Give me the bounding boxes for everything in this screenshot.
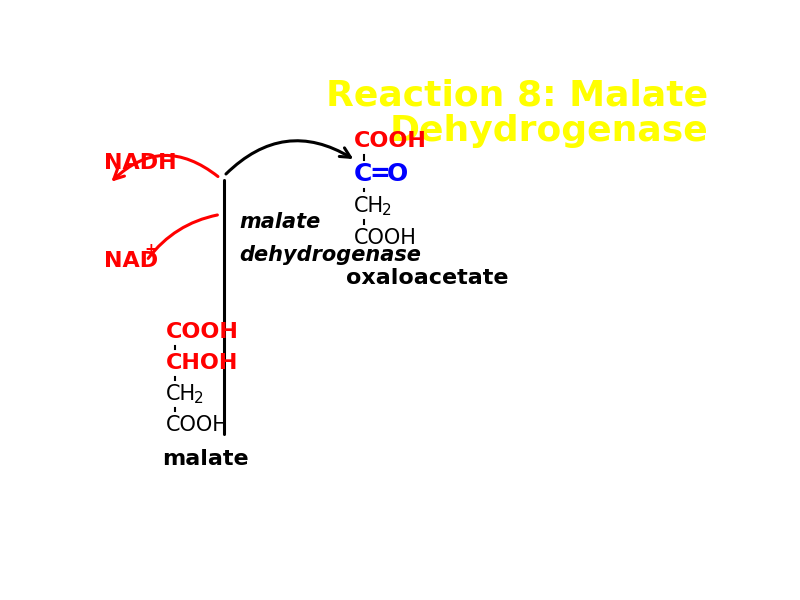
Text: Dehydrogenase: Dehydrogenase [390,115,708,148]
Text: C: C [354,161,373,185]
Text: Reaction 8: Malate: Reaction 8: Malate [326,78,708,112]
Text: COOH: COOH [354,229,417,248]
Text: 2: 2 [194,391,203,406]
Text: =: = [369,161,390,185]
Text: CHOH: CHOH [166,353,238,373]
Text: CH: CH [354,196,384,216]
Text: malate: malate [162,449,249,469]
Text: COOH: COOH [166,415,229,434]
Text: dehydrogenase: dehydrogenase [239,245,422,265]
Text: 2: 2 [382,203,392,218]
Text: O: O [386,161,408,185]
Text: +: + [144,242,157,257]
Text: COOH: COOH [166,322,238,342]
Text: oxaloacetate: oxaloacetate [346,268,509,287]
Text: malate: malate [239,212,321,232]
Text: CH: CH [166,384,196,404]
Text: COOH: COOH [354,131,427,151]
Text: NADH: NADH [104,153,177,173]
Text: NAD: NAD [104,251,158,271]
